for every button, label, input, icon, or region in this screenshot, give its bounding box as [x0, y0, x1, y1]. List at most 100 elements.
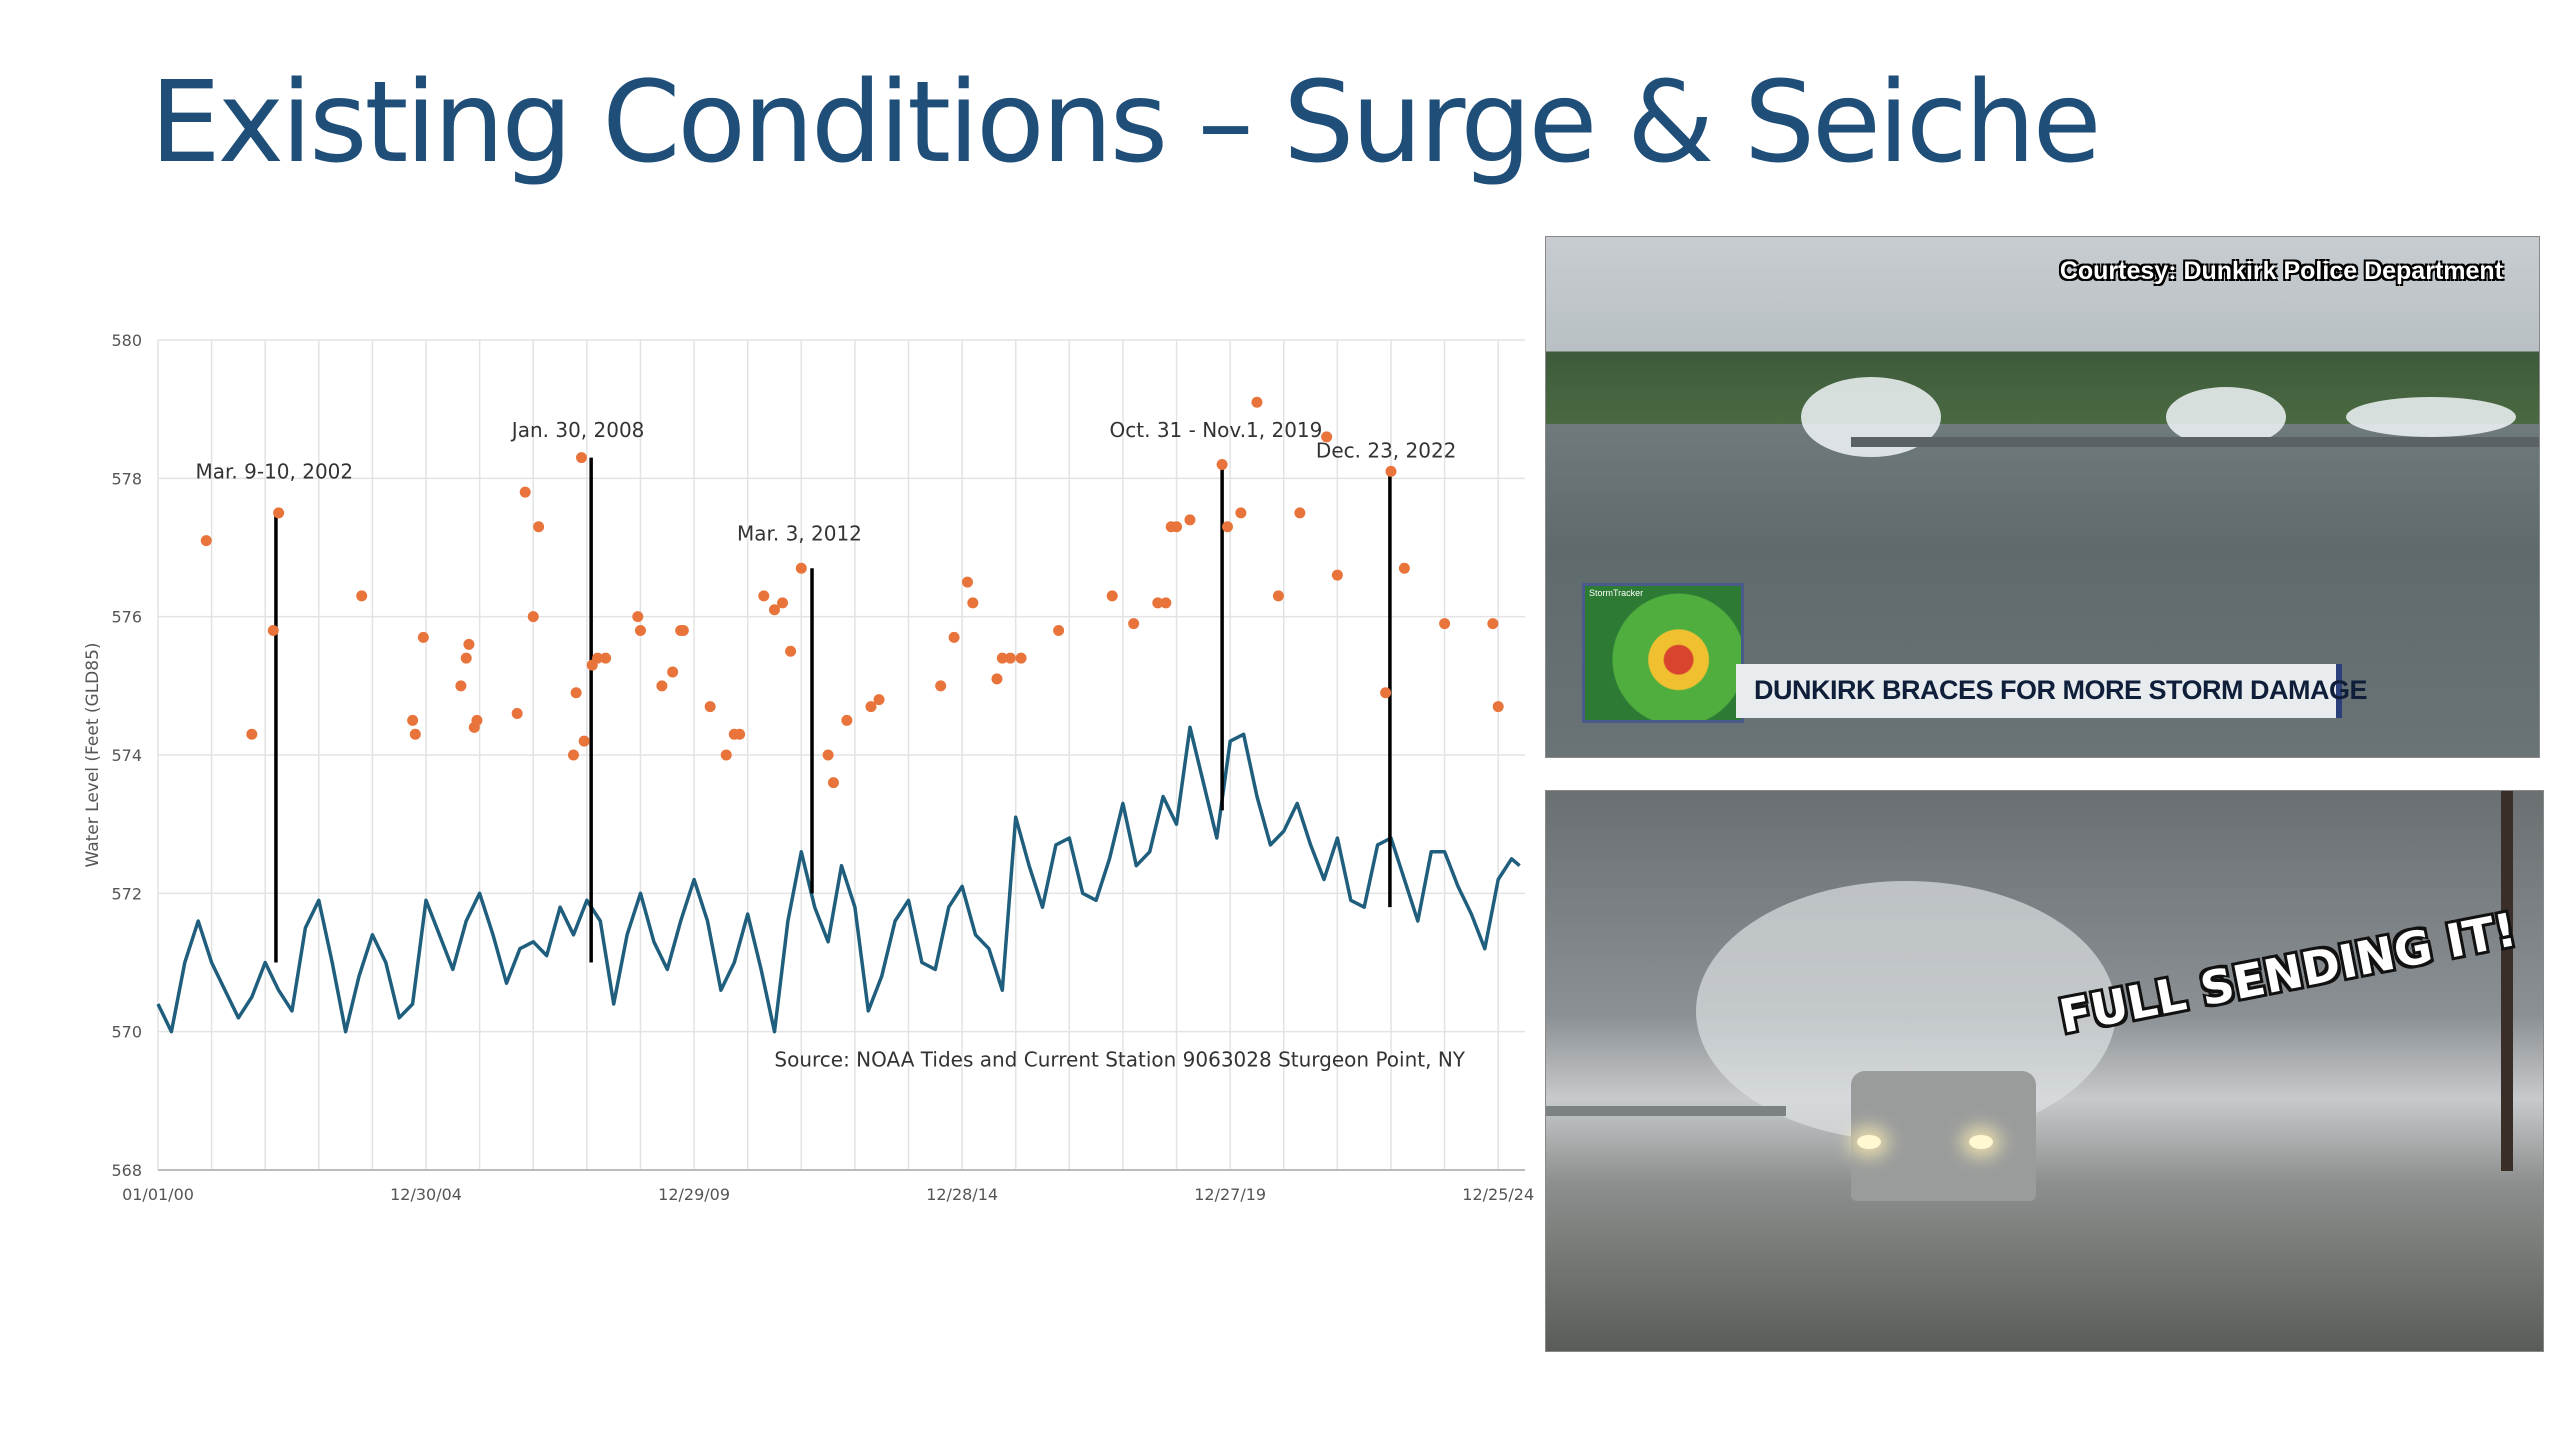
peak-water-level-point [1321, 431, 1333, 443]
source-note: Source: NOAA Tides and Current Station 9… [774, 1047, 1465, 1071]
peak-water-level-point [1235, 507, 1247, 519]
x-tick-label: 01/01/00 [122, 1185, 194, 1204]
peak-water-level-point [1128, 618, 1140, 630]
peak-water-level-point [795, 562, 807, 574]
peak-water-level-point [827, 777, 839, 789]
peak-water-level-point [1184, 514, 1196, 526]
peak-water-level-point [822, 749, 834, 761]
headlight [1969, 1135, 1993, 1149]
railing [1546, 1106, 1786, 1116]
y-axis-label: Water Level (Feet (GLD85) [83, 642, 103, 867]
peak-water-level-point [409, 728, 421, 740]
wave-splash [2346, 397, 2516, 437]
water-level-chart: 568 570 572 574 576 578 580 01/01/00 12/30/04 12/… [60, 300, 1550, 1240]
peak-water-level-point [578, 735, 590, 747]
peak-water-level-point [1015, 652, 1027, 664]
photo-credit: Courtesy: Dunkirk Police Department [2059, 257, 2503, 285]
peak-water-level-point [996, 652, 1008, 664]
water-level-line [156, 725, 1521, 1034]
peak-water-level-point [1398, 562, 1410, 574]
storm-event-label: Oct. 31 - Nov.1, 2019 [1110, 418, 1323, 442]
peak-water-level-point [632, 611, 644, 623]
peak-water-level-point [758, 590, 770, 602]
storm-event-label: Dec. 23, 2022 [1316, 439, 1456, 463]
peak-water-level-point [967, 597, 979, 609]
railing [1851, 437, 2539, 447]
peak-water-level-point [1004, 652, 1016, 664]
peak-water-level-point [677, 625, 689, 636]
x-tick-label: 12/28/14 [926, 1185, 998, 1204]
peak-water-level-point [1385, 465, 1397, 477]
peak-water-level-point [667, 666, 679, 678]
y-tick-label: 568 [111, 1161, 142, 1180]
peak-water-level-point [527, 611, 539, 623]
storm-photo-dunkirk: Courtesy: Dunkirk Police Department Stor… [1545, 236, 2540, 758]
x-tick-label: 12/27/19 [1194, 1185, 1266, 1204]
peak-water-level-point [267, 625, 279, 636]
peak-water-level-point [873, 694, 885, 706]
radar-label: StormTracker [1589, 588, 1644, 598]
peak-water-level-point [1439, 618, 1451, 630]
headlight [1857, 1135, 1881, 1149]
peak-water-level-point [1331, 569, 1343, 581]
storm-event-label: Jan. 30, 2008 [510, 418, 645, 442]
peak-water-level-point [533, 521, 545, 533]
peak-water-level-point [948, 631, 960, 643]
storm-event-label: Mar. 9-10, 2002 [196, 459, 354, 483]
peak-water-level-point [1272, 590, 1284, 602]
storm-event-label: Mar. 3, 2012 [737, 522, 862, 546]
peak-water-level-point [471, 714, 483, 726]
radar-map-thumbnail: StormTracker [1582, 583, 1744, 723]
peak-water-level-point [935, 680, 947, 692]
peak-water-level-point [1294, 507, 1306, 519]
storm-photo-truck: FULL SENDING IT! [1545, 790, 2544, 1352]
peak-water-level-point [576, 452, 588, 464]
peak-water-level-point [600, 652, 612, 664]
peak-water-level-point [460, 652, 472, 664]
x-tick-label: 12/30/04 [390, 1185, 462, 1204]
peak-water-level-point [777, 597, 789, 609]
slide-title: Existing Conditions – Surge & Seiche [150, 58, 2102, 188]
peak-water-level-point [1160, 597, 1172, 609]
peak-water-level-point [273, 507, 285, 519]
utility-pole [2501, 791, 2513, 1171]
news-banner-text: DUNKIRK BRACES FOR MORE STORM DAMAGE [1754, 675, 2368, 705]
y-tick-label: 580 [111, 331, 142, 350]
peak-water-level-point [1216, 459, 1228, 470]
peak-water-level-point [734, 728, 746, 740]
peak-water-level-point [1380, 687, 1392, 699]
peak-water-level-point [356, 590, 368, 602]
peak-water-level-point [841, 714, 853, 726]
peak-water-level-point [865, 701, 877, 713]
peak-water-level-point [511, 708, 523, 719]
peak-water-level-point [407, 714, 419, 726]
peak-water-level-point [570, 687, 582, 699]
pickup-truck [1851, 1071, 2036, 1201]
peak-water-level-point [1221, 521, 1233, 533]
y-tick-label: 574 [111, 746, 142, 765]
peak-water-level-point [417, 631, 429, 643]
peak-water-level-point [656, 680, 668, 692]
x-tick-label: 12/25/24 [1462, 1185, 1534, 1204]
peak-water-level-point [1152, 597, 1164, 609]
y-tick-label: 570 [111, 1023, 142, 1042]
peak-water-level-point [567, 749, 579, 761]
meme-caption: FULL SENDING IT! [2055, 902, 2521, 1044]
peak-water-level-point [961, 576, 973, 588]
peak-water-level-point [1492, 701, 1504, 713]
peak-water-level-point [785, 645, 797, 657]
peak-water-level-point [1487, 618, 1499, 630]
y-tick-label: 576 [111, 608, 142, 627]
chart-svg: 568 570 572 574 576 578 580 01/01/00 12/30/04 12/… [83, 331, 1534, 1204]
peak-water-level-point [463, 638, 475, 650]
peak-water-level-point [1251, 396, 1263, 408]
news-banner: DUNKIRK BRACES FOR MORE STORM DAMAGE [1736, 664, 2368, 718]
peak-water-level-point [592, 652, 604, 664]
peak-water-level-point [768, 604, 780, 616]
peak-water-level-point [519, 486, 531, 498]
x-tick-label: 12/29/09 [658, 1185, 730, 1204]
peak-water-level-point [1106, 590, 1118, 602]
peak-water-level-point [246, 728, 258, 740]
y-tick-label: 572 [111, 884, 142, 903]
peak-water-level-point [634, 625, 646, 636]
